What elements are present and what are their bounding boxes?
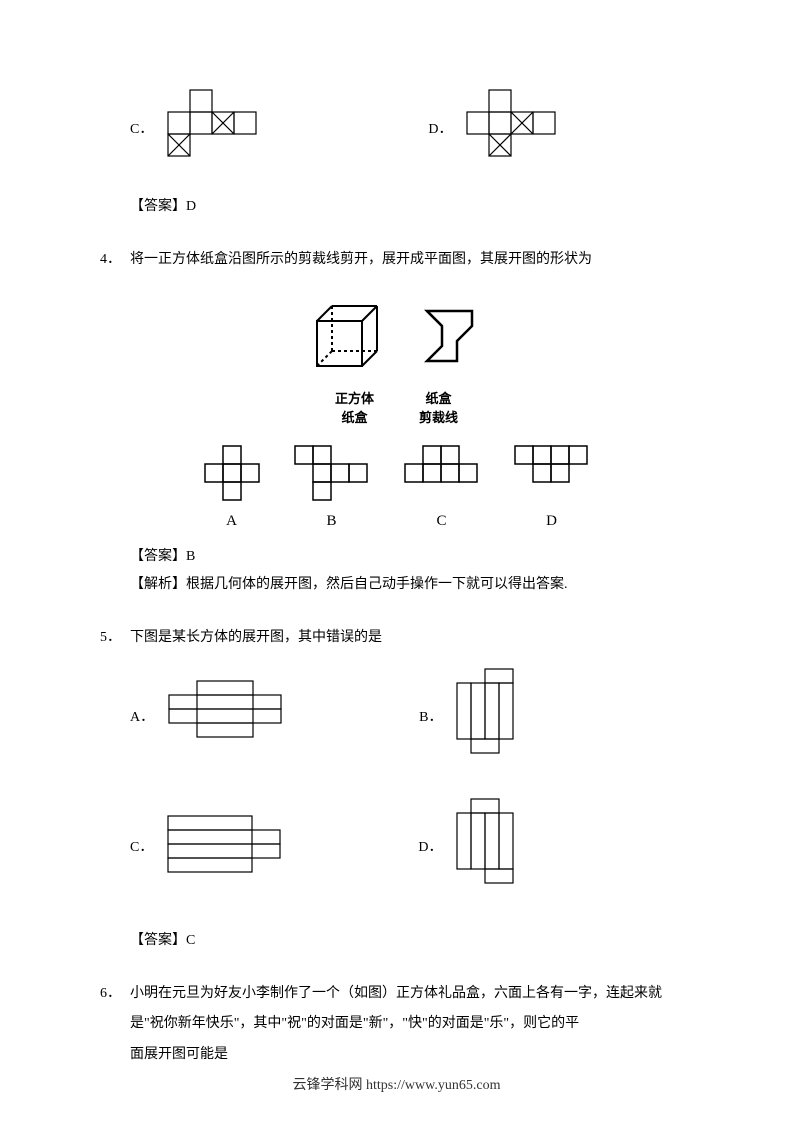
q4-option-a: A [202, 443, 262, 530]
q5-options-ab: A． B． [130, 669, 693, 774]
q5-number: 5． [100, 623, 130, 654]
q5-figure-b [457, 669, 557, 764]
q3-figure-c [168, 90, 278, 165]
q5-body: 下图是某长方体的展开图，其中错误的是 [130, 630, 382, 645]
option-letter: B [292, 513, 372, 530]
option-letter: D [512, 513, 592, 530]
option-label: C． [130, 118, 153, 138]
page-footer: 云锋学科网 https://www.yun65.com [0, 1074, 793, 1094]
q4-main-figures: 正方体 纸盒 纸盒 剪裁线 [100, 296, 693, 428]
q5-option-b: B． [419, 669, 557, 764]
option-letter: A [202, 513, 262, 530]
option-letter: C [402, 513, 482, 530]
q4-cube-and-cut [297, 296, 497, 376]
q4-option-c: C [402, 443, 482, 530]
q6-line1: 小明在元旦为好友小李制作了一个（如图）正方体礼品盒，六面上各有一字，连起来就 [130, 986, 662, 1001]
q3-options-cd: C． D． [130, 90, 693, 175]
q6-number: 6． [100, 979, 130, 1010]
option-label: A． [130, 706, 154, 726]
q6-line3: 面展开图可能是 [100, 1047, 228, 1062]
q4-figure-c [402, 443, 482, 503]
q3-figure-d [467, 90, 577, 165]
q5-figure-d [457, 799, 557, 894]
q4-body: 将一正方体纸盒沿图所示的剪裁线剪开，展开成平面图，其展开图的形状为 [130, 252, 592, 267]
q3-answer: 【答案】D [130, 195, 693, 215]
option-label: C． [130, 836, 153, 856]
q4-figure-d [512, 443, 592, 503]
q4-number: 4． [100, 245, 130, 276]
q3-option-d: D． [428, 90, 577, 165]
option-label: D． [418, 836, 442, 856]
q3-option-c: C． [130, 90, 278, 165]
q4-figure-b [292, 443, 372, 503]
option-label: B． [419, 706, 442, 726]
q5-text: 5．下图是某长方体的展开图，其中错误的是 [100, 623, 693, 654]
q5-figure-a [169, 676, 299, 756]
q4-label2: 纸盒 剪裁线 [419, 389, 458, 428]
q4-label1: 正方体 纸盒 [335, 389, 374, 428]
q5-answer: 【答案】C [130, 929, 693, 949]
q5-option-c: C． [130, 799, 298, 894]
q4-analysis: 【解析】根据几何体的展开图，然后自己动手操作一下就可以得出答案. [130, 573, 693, 593]
q5-options-cd: C． D． [130, 799, 693, 904]
q4-option-b: B [292, 443, 372, 530]
q4-options: A B C [100, 443, 693, 530]
q4-answer: 【答案】B [130, 545, 693, 565]
option-label: D． [428, 118, 452, 138]
q5-option-a: A． [130, 669, 299, 764]
q4-option-d: D [512, 443, 592, 530]
q4-text: 4．将一正方体纸盒沿图所示的剪裁线剪开，展开成平面图，其展开图的形状为 [100, 245, 693, 276]
q4-figure-labels: 正方体 纸盒 纸盒 剪裁线 [100, 389, 693, 428]
q5-option-d: D． [418, 799, 557, 894]
q6-line2: 是"祝你新年快乐"，其中"祝"的对面是"新"，"快"的对面是"乐"，则它的平 [100, 1016, 579, 1031]
q6-text: 6．小明在元旦为好友小李制作了一个（如图）正方体礼品盒，六面上各有一字，连起来就… [100, 979, 693, 1071]
q4-figure-a [202, 443, 262, 503]
q5-figure-c [168, 811, 298, 881]
